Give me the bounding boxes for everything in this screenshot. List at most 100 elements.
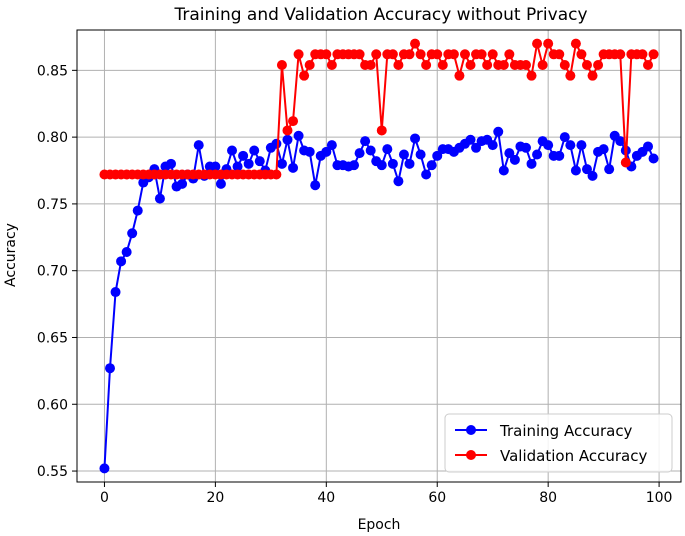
data-point [193, 140, 204, 151]
series-0 [99, 126, 659, 474]
data-point [432, 49, 443, 60]
data-point [99, 463, 110, 474]
y-axis-label: Accuracy [3, 223, 19, 287]
data-point [271, 138, 282, 149]
legend-box [444, 413, 673, 473]
data-point [387, 158, 398, 169]
data-point [643, 60, 653, 70]
data-point [210, 161, 221, 172]
data-point [576, 140, 587, 151]
x-tick-label: 40 [317, 490, 335, 506]
data-point [648, 49, 659, 60]
data-point [227, 145, 238, 156]
data-point [576, 49, 587, 60]
series-layer [99, 38, 659, 474]
data-point [121, 246, 132, 257]
legend-training-label: Training Accuracy [499, 422, 633, 440]
data-point [587, 70, 598, 81]
data-point [426, 160, 437, 171]
data-point [410, 38, 421, 49]
data-point [415, 149, 426, 160]
data-point [421, 169, 432, 180]
data-point [637, 49, 648, 60]
data-point [132, 205, 143, 216]
data-point [404, 49, 415, 60]
y-tick-label: 0.55 [37, 464, 68, 480]
data-point [487, 49, 498, 60]
data-point [459, 49, 470, 60]
data-point [570, 38, 581, 49]
data-point [410, 133, 421, 144]
data-point [565, 140, 576, 151]
data-point [509, 154, 520, 165]
legend: Training Accuracy Validation Accuracy [444, 413, 673, 473]
data-point [581, 164, 592, 175]
data-point [615, 49, 626, 60]
data-point [282, 125, 293, 136]
data-point [620, 157, 631, 168]
data-point [581, 60, 592, 70]
data-point [532, 38, 543, 49]
data-point [393, 60, 404, 70]
data-point [415, 49, 426, 60]
x-tick-label: 80 [539, 490, 557, 506]
data-point [643, 141, 653, 152]
data-point [249, 145, 260, 156]
data-point [105, 363, 115, 374]
x-tick-label: 100 [646, 490, 673, 506]
data-point [177, 178, 188, 189]
data-point [526, 70, 537, 81]
data-point [310, 180, 321, 191]
data-point [321, 49, 332, 60]
data-point [615, 136, 626, 147]
y-tick-label: 0.70 [37, 264, 68, 280]
data-point [215, 178, 226, 189]
data-point [404, 158, 415, 169]
data-point [559, 132, 570, 143]
data-point [354, 148, 365, 159]
data-point [393, 176, 404, 187]
data-point [154, 193, 165, 204]
data-point [520, 60, 531, 70]
data-point [432, 150, 443, 161]
x-tick-label: 0 [100, 490, 109, 506]
data-point [376, 160, 387, 171]
data-point [288, 116, 299, 127]
data-point [166, 158, 177, 169]
data-point [110, 287, 121, 298]
legend-training-marker [466, 425, 476, 435]
data-point [299, 70, 310, 81]
data-point [565, 70, 576, 81]
grid [77, 30, 681, 482]
data-point [498, 165, 509, 176]
data-point [593, 60, 604, 70]
data-point [304, 60, 315, 70]
data-point [276, 60, 287, 70]
data-point [532, 149, 543, 160]
data-point [465, 60, 476, 70]
ticks: 0 20 40 60 80 100 0.55 0.60 0.65 0.70 0.75 0.80 0.85 [37, 63, 673, 506]
data-point [454, 70, 465, 81]
data-point [648, 153, 659, 164]
data-point [437, 60, 448, 70]
data-point [232, 161, 243, 172]
data-point [276, 158, 287, 169]
data-point [604, 164, 615, 175]
data-point [365, 145, 376, 156]
data-point [543, 140, 554, 151]
data-point [570, 165, 581, 176]
legend-validation-label: Validation Accuracy [500, 447, 647, 465]
data-point [465, 134, 476, 145]
data-point [471, 142, 482, 153]
data-point [376, 125, 387, 136]
data-point [243, 158, 254, 169]
data-point [598, 144, 609, 155]
data-point [326, 140, 337, 151]
data-point [282, 134, 293, 145]
data-point [398, 149, 409, 160]
data-point [321, 146, 332, 157]
data-point [487, 140, 498, 151]
data-point [127, 228, 138, 239]
data-point [476, 49, 487, 60]
y-tick-label: 0.75 [37, 197, 68, 213]
